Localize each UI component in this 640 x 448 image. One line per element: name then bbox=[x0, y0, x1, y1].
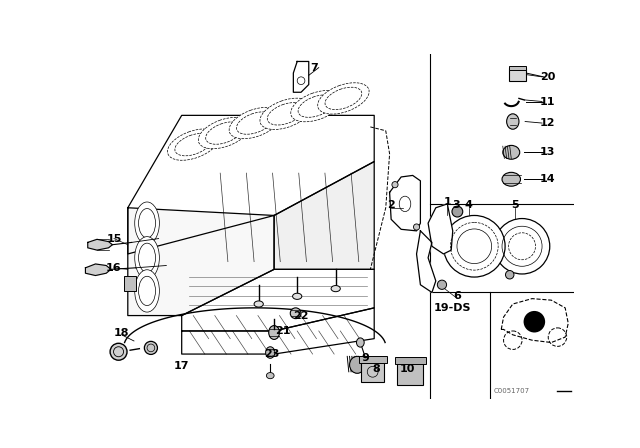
Text: 23: 23 bbox=[264, 349, 280, 359]
Ellipse shape bbox=[506, 271, 514, 279]
Polygon shape bbox=[128, 208, 274, 315]
Polygon shape bbox=[86, 264, 111, 276]
Ellipse shape bbox=[266, 347, 275, 358]
Text: 6: 6 bbox=[453, 291, 461, 302]
Ellipse shape bbox=[356, 338, 364, 347]
Ellipse shape bbox=[198, 117, 250, 149]
Text: 22: 22 bbox=[293, 310, 309, 321]
Ellipse shape bbox=[507, 114, 519, 129]
Ellipse shape bbox=[254, 301, 263, 307]
Ellipse shape bbox=[444, 215, 505, 277]
Text: 4: 4 bbox=[465, 200, 473, 211]
Bar bbox=[509, 66, 526, 70]
Bar bbox=[124, 276, 136, 291]
Text: 5: 5 bbox=[511, 200, 519, 211]
Polygon shape bbox=[182, 308, 374, 354]
Bar bbox=[361, 360, 384, 382]
Text: 7: 7 bbox=[310, 63, 318, 73]
Text: 8: 8 bbox=[372, 365, 380, 375]
Circle shape bbox=[524, 311, 545, 332]
Text: C0051707: C0051707 bbox=[493, 388, 530, 394]
Ellipse shape bbox=[292, 293, 302, 299]
Ellipse shape bbox=[413, 224, 420, 230]
Bar bbox=[359, 356, 387, 362]
Bar bbox=[397, 362, 424, 385]
Ellipse shape bbox=[110, 343, 127, 360]
Ellipse shape bbox=[291, 308, 301, 319]
Ellipse shape bbox=[291, 90, 342, 122]
Ellipse shape bbox=[502, 172, 520, 186]
Text: 21: 21 bbox=[276, 326, 291, 336]
Ellipse shape bbox=[437, 280, 447, 289]
Bar bbox=[509, 68, 526, 82]
Text: 16: 16 bbox=[106, 263, 122, 273]
Bar bbox=[395, 357, 426, 364]
Ellipse shape bbox=[317, 83, 369, 114]
Polygon shape bbox=[88, 239, 113, 250]
Text: 17: 17 bbox=[174, 361, 189, 370]
Text: 14: 14 bbox=[540, 174, 556, 184]
Ellipse shape bbox=[168, 129, 219, 160]
Ellipse shape bbox=[266, 373, 274, 379]
Ellipse shape bbox=[135, 237, 159, 279]
Polygon shape bbox=[128, 116, 374, 254]
Ellipse shape bbox=[145, 341, 157, 354]
Ellipse shape bbox=[392, 181, 398, 188]
Ellipse shape bbox=[260, 98, 312, 129]
Text: 3: 3 bbox=[452, 200, 460, 211]
Text: 20: 20 bbox=[540, 72, 555, 82]
Text: 18: 18 bbox=[114, 327, 129, 337]
Text: 2: 2 bbox=[387, 200, 395, 211]
Text: 15: 15 bbox=[106, 233, 122, 244]
Ellipse shape bbox=[503, 146, 520, 159]
Polygon shape bbox=[390, 176, 420, 231]
Polygon shape bbox=[182, 269, 374, 331]
Polygon shape bbox=[274, 162, 374, 269]
Ellipse shape bbox=[135, 270, 159, 312]
Ellipse shape bbox=[494, 219, 550, 274]
Text: 10: 10 bbox=[399, 365, 415, 375]
Ellipse shape bbox=[331, 285, 340, 292]
Text: 19-DS: 19-DS bbox=[433, 303, 471, 313]
Ellipse shape bbox=[269, 326, 280, 340]
Ellipse shape bbox=[452, 206, 463, 217]
Polygon shape bbox=[428, 204, 452, 254]
Polygon shape bbox=[293, 61, 308, 92]
Text: 1: 1 bbox=[444, 198, 451, 207]
Ellipse shape bbox=[135, 202, 159, 244]
Ellipse shape bbox=[229, 108, 280, 139]
Text: 11: 11 bbox=[540, 96, 556, 107]
Text: 13: 13 bbox=[540, 147, 555, 157]
Ellipse shape bbox=[349, 356, 365, 373]
Polygon shape bbox=[417, 231, 436, 293]
Text: 9: 9 bbox=[361, 353, 369, 363]
Text: 12: 12 bbox=[540, 118, 556, 128]
